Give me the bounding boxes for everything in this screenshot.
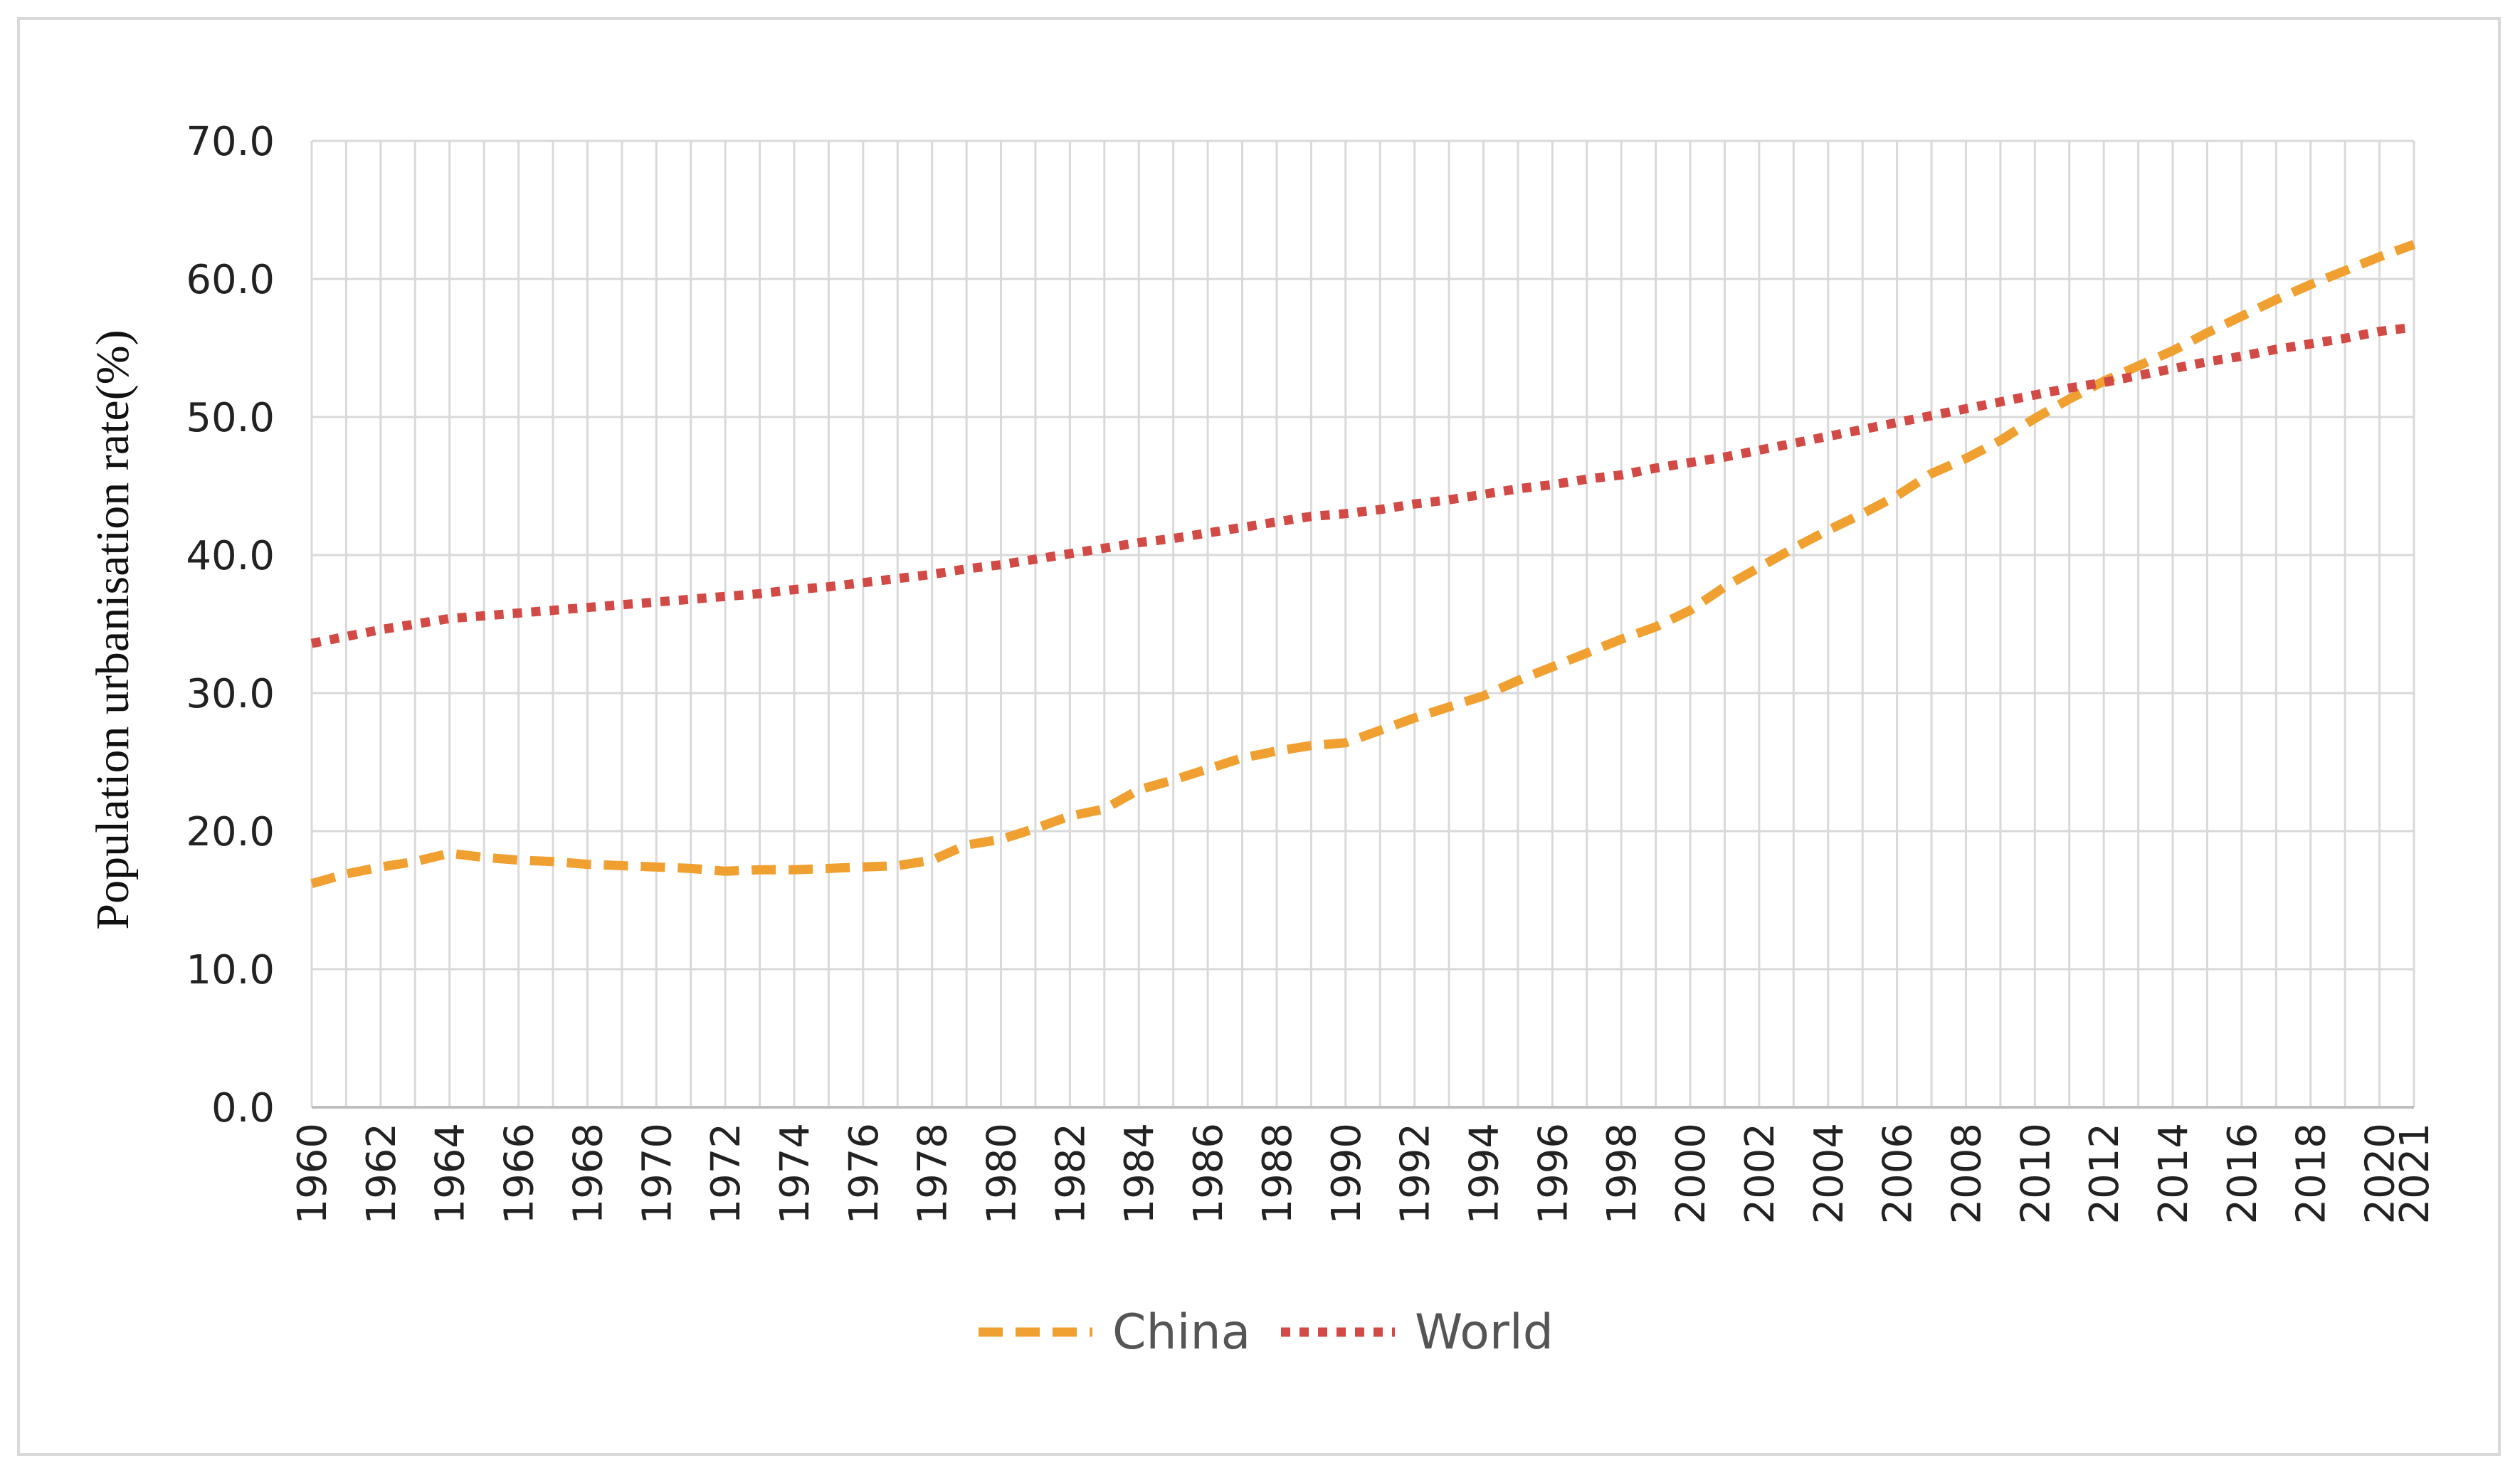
x-tick-label: 2016 xyxy=(2220,1123,2266,1225)
x-tick-label: 1980 xyxy=(979,1123,1026,1225)
x-tick-label: 1974 xyxy=(772,1123,818,1225)
y-tick-label: 10.0 xyxy=(186,947,275,993)
series xyxy=(310,240,2416,888)
x-tick-label: 1988 xyxy=(1255,1123,1301,1225)
x-tick-label: 2008 xyxy=(1944,1123,1990,1225)
x-tick-label: 1970 xyxy=(634,1123,680,1225)
legend: China World xyxy=(979,1304,1554,1361)
x-tick-label: 1968 xyxy=(565,1123,611,1225)
y-tick-label: 30.0 xyxy=(186,671,275,717)
x-tick-label: 2012 xyxy=(2082,1123,2128,1225)
legend-label-china: China xyxy=(1112,1304,1250,1361)
x-tick-label: 1984 xyxy=(1117,1123,1163,1225)
y-tick-label: 40.0 xyxy=(186,533,275,579)
x-tick-label: 1996 xyxy=(1530,1123,1576,1225)
x-tick-label: 1990 xyxy=(1324,1123,1370,1225)
series-line-china xyxy=(310,240,2416,888)
x-tick-label: 1964 xyxy=(428,1123,474,1225)
x-tick-label: 2000 xyxy=(1668,1123,1714,1225)
x-tick-label: 1982 xyxy=(1048,1123,1094,1225)
x-tick-label: 2004 xyxy=(1806,1123,1852,1225)
x-tick-label: 1972 xyxy=(703,1123,749,1225)
y-tick-label: 70.0 xyxy=(186,119,275,165)
x-tick-label: 2002 xyxy=(1737,1123,1783,1225)
series-line-world xyxy=(310,322,2415,648)
x-tick-label: 2014 xyxy=(2151,1123,2197,1225)
y-tick-label: 60.0 xyxy=(186,257,275,303)
y-axis-label: Population urbanisation rate(%) xyxy=(87,329,139,929)
x-axis-ticks: 1960 1962 1964 1966 1968 1970 1972 1974 1976 1978… xyxy=(290,1123,2438,1225)
y-axis-ticks: 0.0 10.0 20.0 30.0 40.0 50.0 60.0 70.0 xyxy=(186,119,275,1131)
x-tick-label: 2021 xyxy=(2392,1123,2438,1225)
x-tick-label: 1966 xyxy=(497,1123,543,1225)
x-tick-label: 1994 xyxy=(1461,1123,1507,1225)
y-tick-label: 20.0 xyxy=(186,809,275,855)
x-tick-label: 2010 xyxy=(2013,1123,2059,1225)
x-tick-label: 2006 xyxy=(1875,1123,1921,1225)
x-tick-label: 1992 xyxy=(1393,1123,1439,1225)
x-tick-label: 2018 xyxy=(2289,1123,2335,1225)
x-tick-label: 1976 xyxy=(841,1123,887,1225)
legend-label-world: World xyxy=(1415,1304,1554,1361)
y-tick-label: 0.0 xyxy=(211,1085,275,1131)
x-tick-label: 1978 xyxy=(910,1123,956,1225)
chart-frame xyxy=(17,17,2501,1456)
x-tick-label: 1960 xyxy=(290,1123,336,1225)
x-tick-label: 1998 xyxy=(1599,1123,1645,1225)
y-tick-label: 50.0 xyxy=(186,395,275,441)
x-tick-label: 1962 xyxy=(359,1123,405,1225)
x-tick-label: 2020 xyxy=(2358,1123,2404,1225)
grid xyxy=(310,139,2415,1109)
x-tick-label: 1986 xyxy=(1186,1123,1232,1225)
